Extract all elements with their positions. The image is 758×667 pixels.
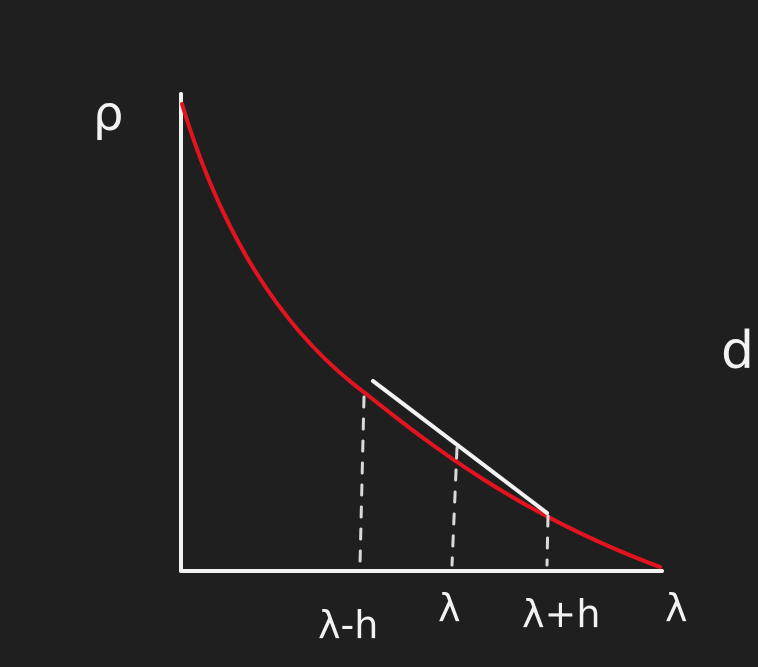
cut-off-text: d — [721, 321, 754, 381]
axes — [179, 92, 664, 573]
right-point-label: λ+h — [522, 592, 600, 636]
curve — [180, 102, 662, 569]
guide-center — [450, 446, 459, 567]
guide-left — [358, 395, 366, 567]
y-axis-label: ρ — [93, 86, 123, 142]
center-point-label: λ — [438, 586, 461, 630]
guide-right — [545, 514, 550, 567]
left-point-label: λ-h — [318, 603, 378, 647]
x-axis-label: λ — [665, 586, 688, 630]
secant-line — [371, 379, 549, 515]
